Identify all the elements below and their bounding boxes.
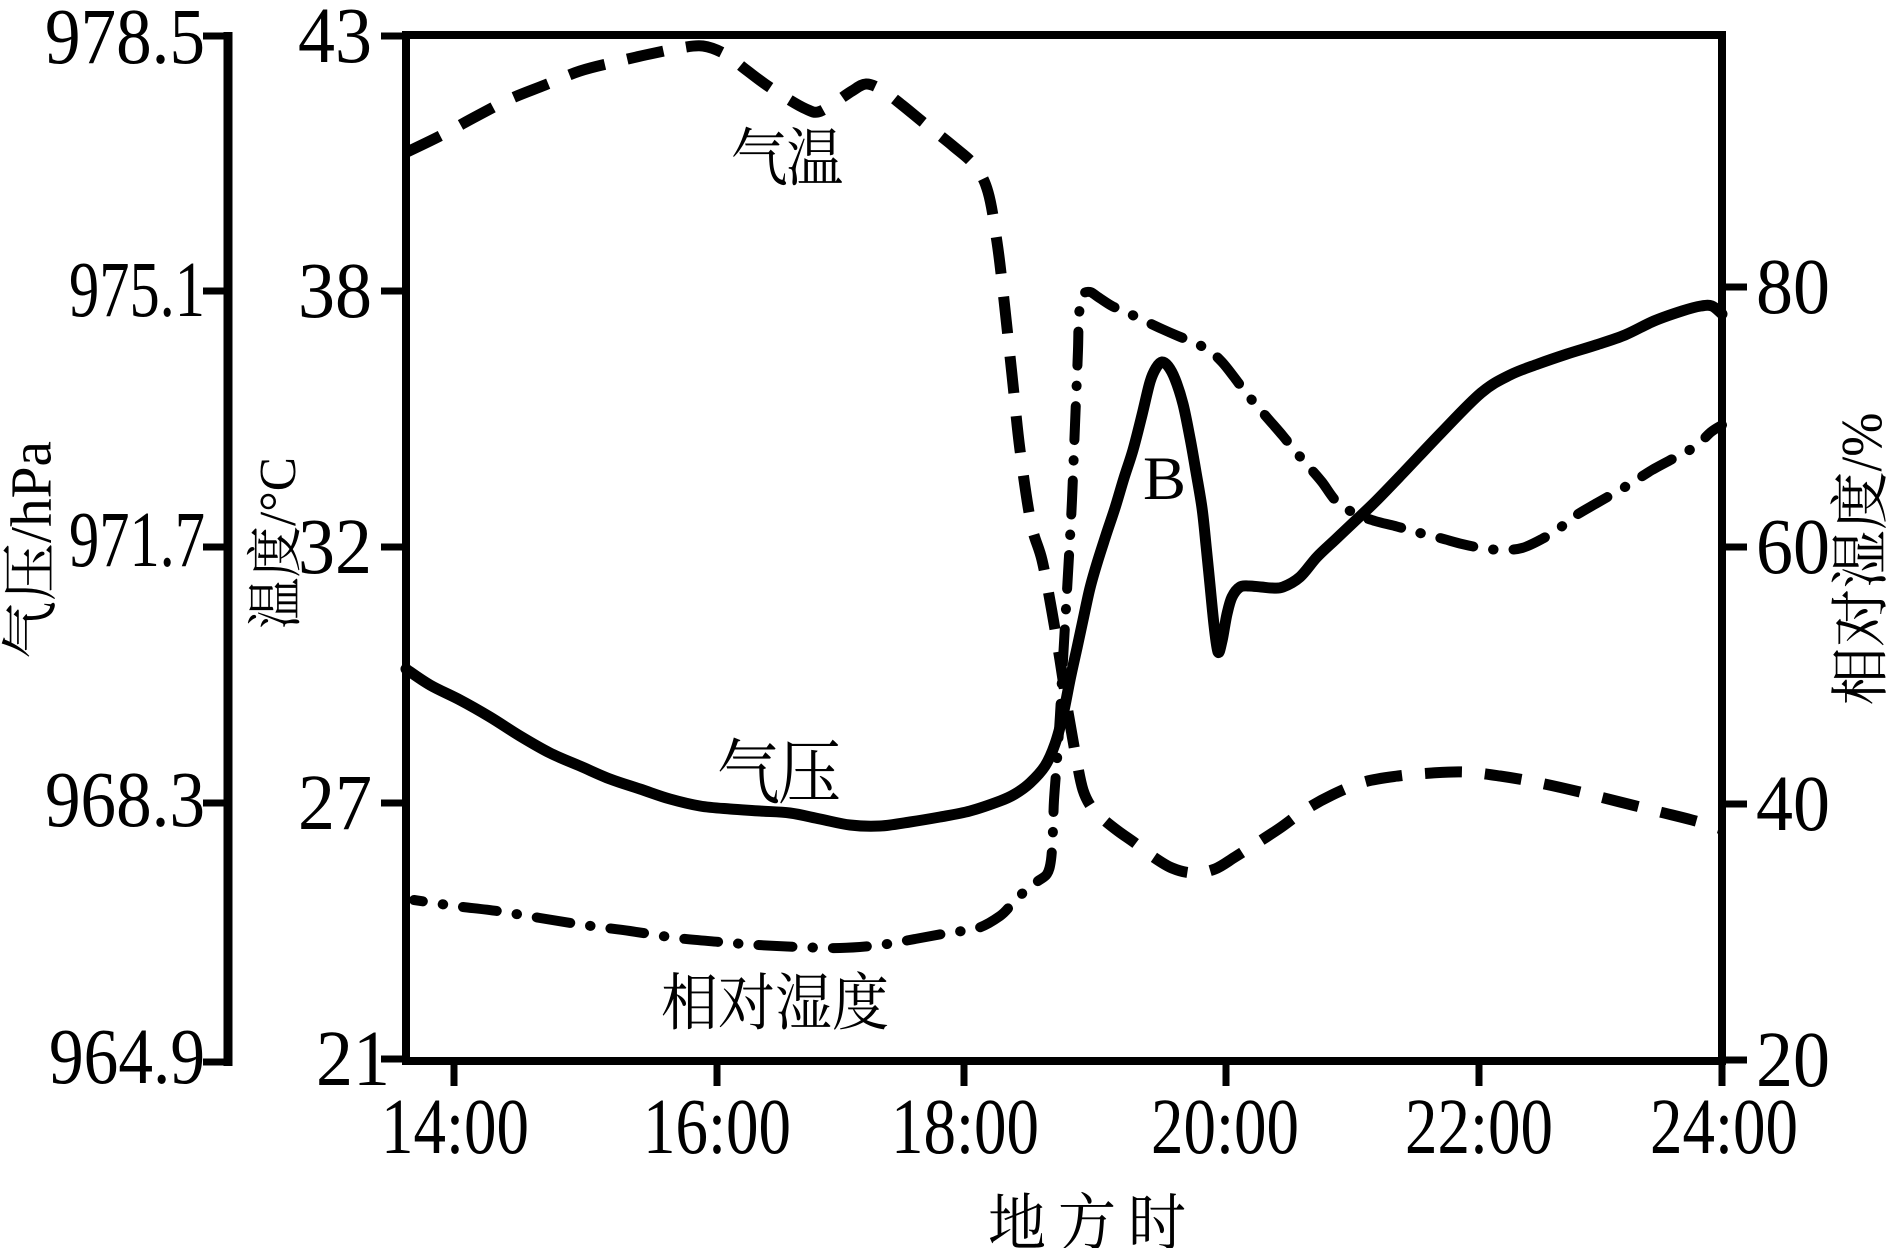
svg-text:18:00: 18:00 bbox=[891, 1084, 1039, 1171]
svg-text:975.1: 975.1 bbox=[69, 247, 205, 334]
svg-text:B: B bbox=[1143, 446, 1186, 513]
svg-text:27: 27 bbox=[298, 760, 372, 847]
svg-text:/%: /% bbox=[1829, 413, 1892, 472]
svg-text:22:00: 22:00 bbox=[1405, 1084, 1553, 1171]
svg-text:24:00: 24:00 bbox=[1650, 1084, 1798, 1171]
svg-text:16:00: 16:00 bbox=[643, 1084, 791, 1171]
svg-text:964.9: 964.9 bbox=[49, 1014, 205, 1101]
svg-text:40: 40 bbox=[1756, 761, 1830, 848]
svg-text:38: 38 bbox=[298, 248, 372, 335]
svg-text:20: 20 bbox=[1756, 1017, 1830, 1104]
svg-text:14:00: 14:00 bbox=[381, 1084, 529, 1171]
svg-text:/°C: /°C bbox=[250, 457, 307, 526]
svg-text:32: 32 bbox=[298, 504, 372, 591]
svg-text:968.3: 968.3 bbox=[45, 757, 205, 844]
svg-text:43: 43 bbox=[298, 0, 372, 80]
svg-text:60: 60 bbox=[1756, 504, 1830, 591]
svg-text:978.5: 978.5 bbox=[45, 0, 205, 81]
svg-text:80: 80 bbox=[1756, 244, 1830, 331]
svg-text:21: 21 bbox=[316, 1016, 390, 1103]
svg-text:20:00: 20:00 bbox=[1151, 1084, 1299, 1171]
svg-text:971.7: 971.7 bbox=[69, 497, 205, 584]
svg-text:/hPa: /hPa bbox=[0, 441, 64, 543]
